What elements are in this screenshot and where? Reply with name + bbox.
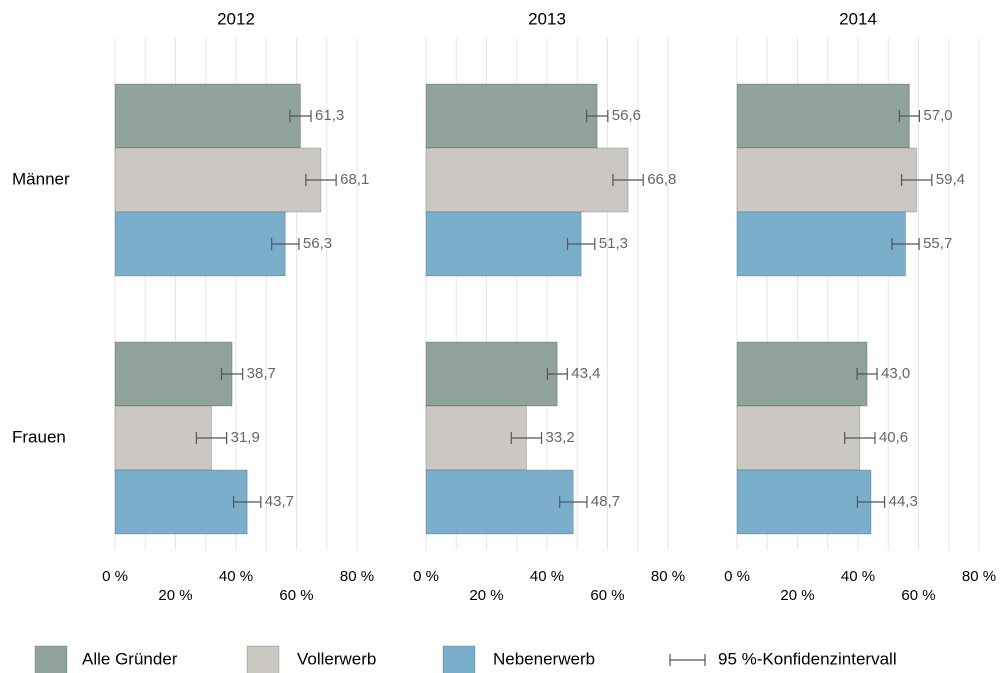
x-tick-label: 20 %	[780, 587, 814, 604]
bar	[736, 405, 861, 471]
bar	[114, 211, 286, 277]
bar	[425, 211, 582, 277]
error-bar	[305, 174, 337, 186]
x-tick-label: 0 %	[724, 568, 750, 585]
category-label: Frauen	[12, 427, 66, 446]
x-tick-label: 40 %	[841, 568, 875, 585]
error-bar	[566, 238, 596, 250]
legend-swatch	[442, 645, 476, 673]
x-tick-label: 60 %	[279, 587, 313, 604]
value-label: 56,3	[303, 235, 332, 252]
panel-title: 2013	[528, 9, 566, 28]
bar	[114, 341, 233, 407]
x-tick-label: 40 %	[219, 568, 253, 585]
error-bar	[232, 496, 262, 508]
bar	[736, 83, 910, 149]
x-tick-label: 60 %	[901, 587, 935, 604]
value-label: 43,0	[881, 365, 910, 382]
x-tick-label: 80 %	[340, 568, 374, 585]
x-tick-label: 60 %	[590, 587, 624, 604]
error-bar	[510, 432, 543, 444]
value-label: 33,2	[546, 429, 575, 446]
bar	[736, 147, 918, 213]
value-label: 57,0	[923, 107, 952, 124]
error-bar	[900, 174, 933, 186]
error-bar	[898, 110, 921, 122]
value-label: 38,7	[247, 365, 276, 382]
value-label: 68,1	[340, 171, 369, 188]
error-bar	[891, 238, 920, 250]
value-label: 40,6	[879, 429, 908, 446]
error-bar	[559, 496, 588, 508]
legend-label: Nebenerwerb	[493, 649, 595, 668]
error-bar	[856, 368, 878, 380]
value-label: 44,3	[889, 493, 918, 510]
error-bar	[546, 368, 568, 380]
error-bar	[289, 110, 312, 122]
value-label: 43,7	[265, 493, 294, 510]
panel-title: 2012	[217, 9, 255, 28]
x-tick-label: 40 %	[530, 568, 564, 585]
x-tick-label: 20 %	[158, 587, 192, 604]
bar	[425, 83, 598, 149]
bar	[425, 469, 574, 535]
legend-swatch	[34, 645, 68, 673]
value-label: 55,7	[923, 235, 952, 252]
error-bar	[844, 432, 876, 444]
category-label: Männer	[12, 169, 70, 188]
value-label: 51,3	[599, 235, 628, 252]
bar	[736, 211, 906, 277]
bar	[114, 147, 322, 213]
bar	[425, 405, 527, 471]
x-tick-label: 0 %	[413, 568, 439, 585]
error-bar	[856, 496, 886, 508]
x-tick-label: 80 %	[651, 568, 685, 585]
bar	[114, 469, 248, 535]
value-label: 56,6	[612, 107, 641, 124]
value-label: 61,3	[315, 107, 344, 124]
bar	[425, 341, 558, 407]
error-bar	[586, 110, 609, 122]
value-label: 59,4	[936, 171, 965, 188]
legend-swatch	[246, 645, 280, 673]
bar	[425, 147, 629, 213]
legend-label: Alle Gründer	[82, 649, 178, 668]
error-bar	[612, 174, 644, 186]
bar	[736, 469, 872, 535]
legend-label: 95 %-Konfidenzintervall	[718, 649, 897, 668]
error-bar	[271, 238, 300, 250]
value-label: 31,9	[231, 429, 260, 446]
x-tick-label: 80 %	[962, 568, 996, 585]
value-label: 48,7	[591, 493, 620, 510]
value-label: 43,4	[571, 365, 600, 382]
error-bar	[220, 368, 244, 380]
bar	[114, 405, 212, 471]
x-tick-label: 0 %	[102, 568, 128, 585]
legend-error-symbol	[669, 654, 706, 666]
bar	[114, 83, 301, 149]
x-tick-label: 20 %	[469, 587, 503, 604]
panel-title: 2014	[839, 9, 877, 28]
legend-label: Vollerwerb	[297, 649, 376, 668]
value-label: 66,8	[647, 171, 676, 188]
error-bar	[195, 432, 228, 444]
bar	[736, 341, 868, 407]
